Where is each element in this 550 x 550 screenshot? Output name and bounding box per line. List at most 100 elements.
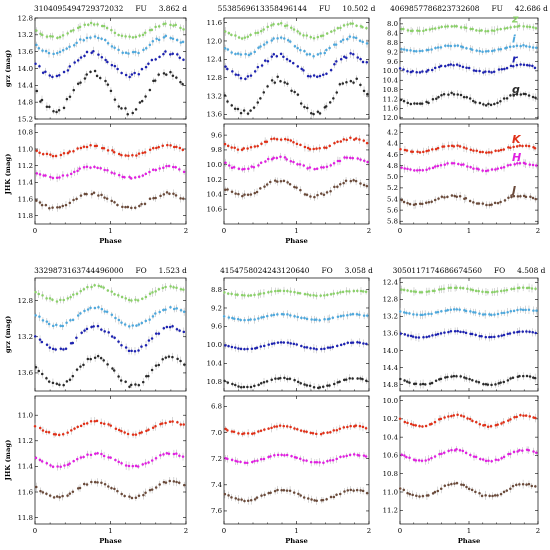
data-point — [325, 498, 328, 501]
data-point — [335, 344, 339, 348]
data-point — [157, 25, 161, 28]
data-point — [406, 491, 409, 495]
data-point — [358, 138, 361, 141]
x-tick-label: 1 — [294, 227, 298, 235]
data-point — [493, 29, 496, 32]
data-point — [450, 194, 454, 197]
data-point — [293, 314, 296, 318]
data-point — [239, 385, 243, 389]
data-point — [422, 150, 425, 154]
data-point — [92, 325, 95, 328]
data-point — [52, 52, 55, 56]
data-point — [405, 311, 408, 315]
data-point — [424, 383, 427, 386]
data-point — [34, 62, 37, 65]
data-point — [519, 44, 522, 48]
data-point — [518, 483, 521, 486]
data-point — [82, 165, 86, 169]
data-point — [409, 422, 413, 426]
data-point — [509, 487, 512, 490]
data-point — [305, 346, 309, 349]
data-point — [400, 47, 403, 51]
y-axis-label: JHK (mag) — [4, 440, 12, 482]
series-z — [400, 283, 537, 297]
x-tick-label: 2 — [536, 227, 540, 235]
data-point — [61, 494, 64, 498]
data-point — [489, 425, 493, 428]
data-point — [227, 494, 230, 497]
data-point — [358, 341, 361, 344]
data-point — [127, 349, 131, 353]
data-point — [103, 330, 106, 333]
data-point — [51, 465, 55, 468]
data-point — [348, 156, 352, 160]
series-H — [400, 445, 538, 466]
data-point — [508, 332, 512, 335]
y-tick-label: 11.6 — [18, 488, 33, 496]
data-point — [148, 197, 152, 200]
chart-title-mode: FO — [135, 266, 146, 275]
data-point — [481, 50, 484, 53]
data-point — [277, 377, 280, 380]
data-point — [487, 49, 490, 53]
data-point — [123, 431, 126, 434]
data-point — [450, 482, 453, 486]
data-point — [358, 39, 362, 42]
data-point — [480, 494, 484, 498]
data-point — [154, 290, 157, 293]
data-point — [116, 489, 119, 493]
data-point — [342, 138, 346, 141]
data-point — [233, 146, 236, 149]
data-point — [113, 172, 116, 175]
data-point — [440, 25, 443, 29]
data-point — [171, 355, 174, 359]
data-point — [72, 149, 75, 153]
data-point — [130, 73, 134, 76]
y-tick-label: 9.6 — [211, 131, 222, 139]
data-point — [100, 37, 103, 40]
data-point — [439, 64, 443, 68]
data-point — [54, 433, 58, 436]
data-point — [130, 299, 133, 302]
data-point — [259, 292, 262, 295]
data-point — [412, 290, 416, 293]
data-point — [507, 419, 510, 422]
data-point — [309, 431, 313, 435]
data-point — [158, 483, 161, 486]
data-point — [54, 348, 57, 351]
data-point — [253, 145, 257, 148]
data-point — [502, 148, 506, 151]
data-point — [408, 202, 412, 206]
data-point — [319, 294, 322, 297]
data-point — [93, 284, 96, 287]
data-point — [99, 285, 103, 288]
data-point — [51, 298, 54, 302]
data-point — [157, 288, 161, 291]
data-point — [465, 377, 468, 380]
data-point — [493, 335, 496, 339]
data-point — [140, 99, 144, 103]
data-point — [313, 460, 317, 464]
data-point — [285, 425, 289, 428]
data-point — [246, 147, 249, 150]
data-point — [402, 48, 406, 51]
data-point — [452, 414, 456, 417]
chart-title: 5538569613358496144 FU 10.502 d — [218, 4, 376, 13]
data-point — [273, 425, 276, 428]
data-point — [159, 194, 162, 198]
data-point — [93, 306, 97, 310]
data-point — [137, 383, 141, 387]
series-J — [224, 176, 369, 201]
data-point — [415, 102, 419, 105]
data-point — [85, 192, 88, 196]
data-point — [109, 424, 113, 427]
y-tick-label: 13.2 — [383, 313, 398, 321]
data-point — [110, 486, 113, 490]
y-tick-label: 8.8 — [387, 39, 398, 47]
data-point — [490, 49, 494, 53]
data-point — [64, 347, 68, 351]
data-point — [468, 97, 472, 100]
data-point — [461, 286, 465, 290]
data-point — [471, 419, 474, 423]
data-point — [110, 290, 113, 293]
